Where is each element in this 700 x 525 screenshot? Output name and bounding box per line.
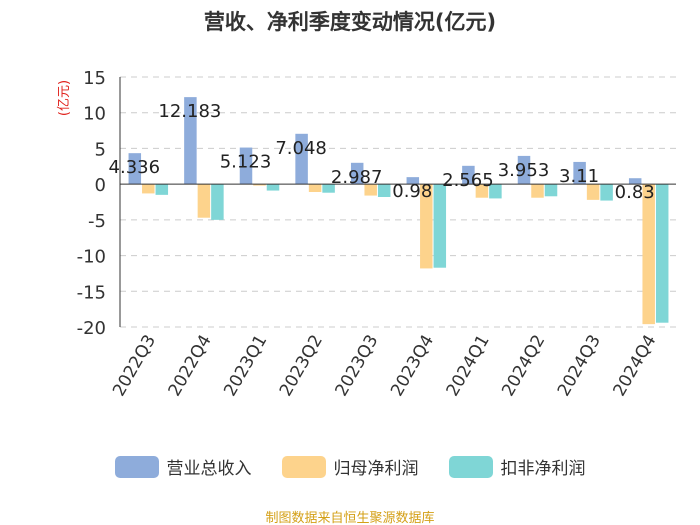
bar-deducted-net-profit [377,184,391,197]
y-tick-label: 15 [83,68,106,89]
bar-revenue [350,162,364,185]
legend-swatch [281,455,326,478]
legend-item[interactable]: 营业总收入 [114,454,252,479]
y-axis-label: (亿元) [57,80,72,116]
data-label: 4.336 [109,157,161,178]
y-tick-label: -15 [77,282,106,303]
bar-net-profit [364,184,377,196]
bar-deducted-net-profit [655,184,669,323]
bar-deducted-net-profit [489,184,502,199]
data-label: 2.987 [331,167,383,188]
y-tick-label: 5 [95,139,106,160]
bar-net-profit [308,184,322,192]
legend-item[interactable]: 扣非净利润 [448,454,586,479]
data-label: 5.123 [220,152,272,173]
bar-net-profit [420,184,433,269]
legend-item[interactable]: 归母净利润 [281,454,419,479]
bar-deducted-net-profit [600,184,613,201]
y-tick-label: -10 [77,247,106,268]
bar-deducted-net-profit [544,184,558,197]
bar-revenue [406,177,420,185]
data-label: 7.048 [275,138,327,159]
bar-deducted-net-profit [266,184,280,191]
bar-net-profit [475,184,489,198]
bar-revenue [295,133,308,185]
data-label: 2.565 [442,170,494,191]
x-tick-label: 2022Q4 [165,332,216,400]
data-label: 3.11 [559,166,599,187]
chart-title: 营收、净利季度变动情况(亿元) [203,10,497,34]
y-tick-label: 10 [83,104,106,125]
y-tick-label: 0 [95,175,106,196]
data-label: 12.183 [158,101,221,122]
x-tick-label: 2024Q3 [554,332,605,400]
data-label: 3.953 [498,160,550,181]
x-tick-label: 2024Q4 [609,332,660,400]
bar-deducted-net-profit [433,184,447,268]
x-tick-label: 2023Q2 [276,332,327,400]
bar-deducted-net-profit [322,184,335,193]
x-tick-label: 2023Q1 [220,332,271,400]
data-label: 0.98 [392,181,432,202]
x-tick-label: 2024Q2 [498,332,549,400]
y-tick-label: -20 [77,318,106,339]
bar-revenue [239,147,253,185]
bar-net-profit [642,184,655,325]
bar-revenue [184,97,197,185]
data-label: 0.83 [615,182,655,203]
legend-swatch [448,455,493,478]
legend-label: 归母净利润 [333,459,419,479]
x-tick-label: 2023Q3 [331,332,382,400]
bar-deducted-net-profit [155,184,169,195]
bar-net-profit [142,184,155,194]
legend-label: 扣非净利润 [500,459,586,479]
bar-revenue [573,161,586,185]
bar-deducted-net-profit [211,184,224,220]
legend: 营业总收入 归母净利润 扣非净利润 [0,454,700,479]
legend-swatch [114,455,159,478]
bar-net-profit [586,184,600,200]
x-tick-label: 2024Q1 [443,332,494,400]
bar-revenue [128,153,142,185]
source-note: 制图数据来自恒生聚源数据库 [265,511,435,525]
bar-net-profit [531,184,544,198]
x-tick-label: 2023Q4 [387,332,438,400]
bar-net-profit [253,184,266,186]
y-tick-label: -5 [88,211,106,232]
bar-net-profit [197,184,211,218]
legend-label: 营业总收入 [166,459,252,479]
bar-revenue [462,165,475,185]
x-tick-label: 2022Q3 [109,332,160,400]
bar-revenue [628,178,642,185]
bar-revenue [517,155,531,185]
